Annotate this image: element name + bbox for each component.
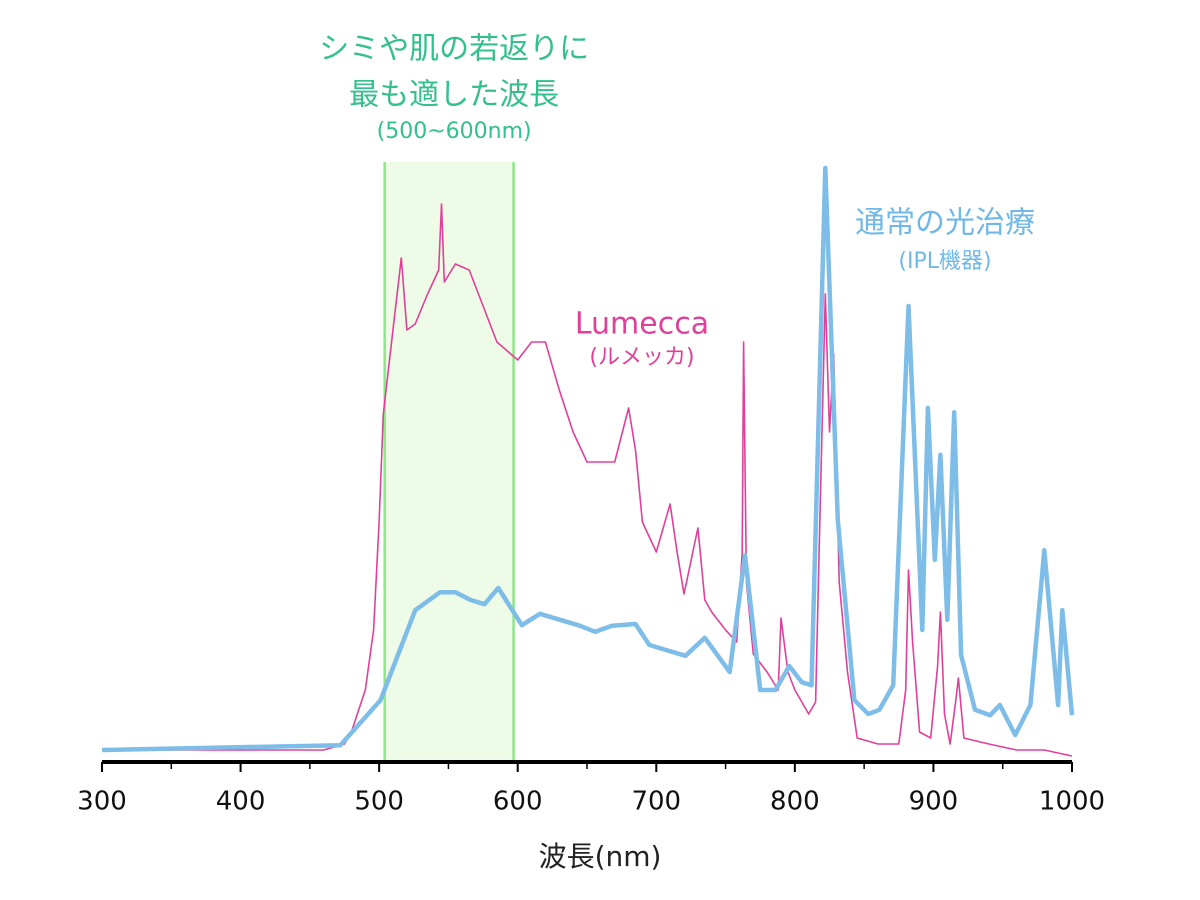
x-tick-label: 400 xyxy=(216,787,266,817)
series-sublabel: (ルメッカ) xyxy=(589,345,694,370)
x-axis-title: 波長(nm) xyxy=(539,840,662,873)
x-tick-label: 900 xyxy=(909,787,959,817)
series-label: 通常の光治療 xyxy=(855,206,1035,241)
x-tick-label: 300 xyxy=(77,787,127,817)
x-tick-label: 500 xyxy=(354,787,404,817)
series-label: Lumecca xyxy=(575,307,709,342)
highlight-label: (500~600nm) xyxy=(377,119,532,144)
highlight-label: 最も適した波長 xyxy=(349,78,559,113)
x-tick-label: 600 xyxy=(493,787,543,817)
x-tick-label: 1000 xyxy=(1039,787,1105,817)
series-sublabel: (IPL機器) xyxy=(898,249,991,274)
series-line xyxy=(101,165,1075,753)
highlight-label: シミや肌の若返りに xyxy=(319,32,589,67)
highlight-band xyxy=(384,162,514,762)
x-tick-label: 700 xyxy=(631,787,681,817)
x-tick-label: 800 xyxy=(770,787,820,817)
series-line xyxy=(102,203,1073,757)
